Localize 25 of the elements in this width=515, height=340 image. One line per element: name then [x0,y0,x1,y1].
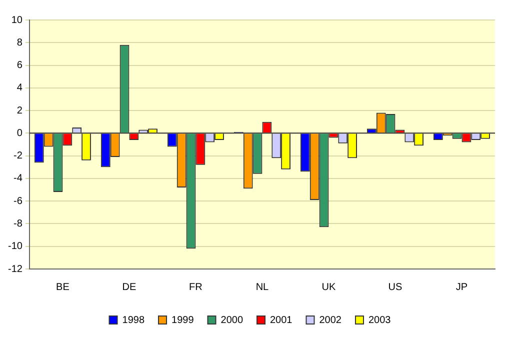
x-tick-label: NL [256,282,270,293]
legend-label: 1998 [122,314,145,326]
y-tick-label: -12 [8,264,23,275]
y-tick-label: -6 [14,196,23,207]
legend-label: 2002 [319,314,342,326]
x-tick-label: UK [322,282,336,293]
x-tick-label: DE [122,282,136,293]
y-tick-label: 2 [16,105,23,116]
y-tick-label: -10 [8,241,23,252]
y-tick-label: -2 [14,150,23,162]
x-tick-label: US [388,282,403,293]
x-tick-label: FR [189,282,202,293]
y-tick-label: 8 [16,37,23,48]
legend-label: 2000 [220,314,244,326]
legend-label: 2001 [270,314,293,326]
y-tick-label: -8 [14,218,23,230]
y-tick-label: -4 [14,173,23,184]
legend-label: 1999 [172,314,194,326]
y-tick-label: 4 [16,82,23,94]
y-tick-label: 6 [16,60,23,72]
x-tick-label: JP [456,282,468,293]
y-tick-label: 10 [11,14,23,26]
x-tick-label: BE [56,282,70,293]
legend-label: 2003 [368,314,392,326]
y-tick-label: 0 [16,128,23,139]
